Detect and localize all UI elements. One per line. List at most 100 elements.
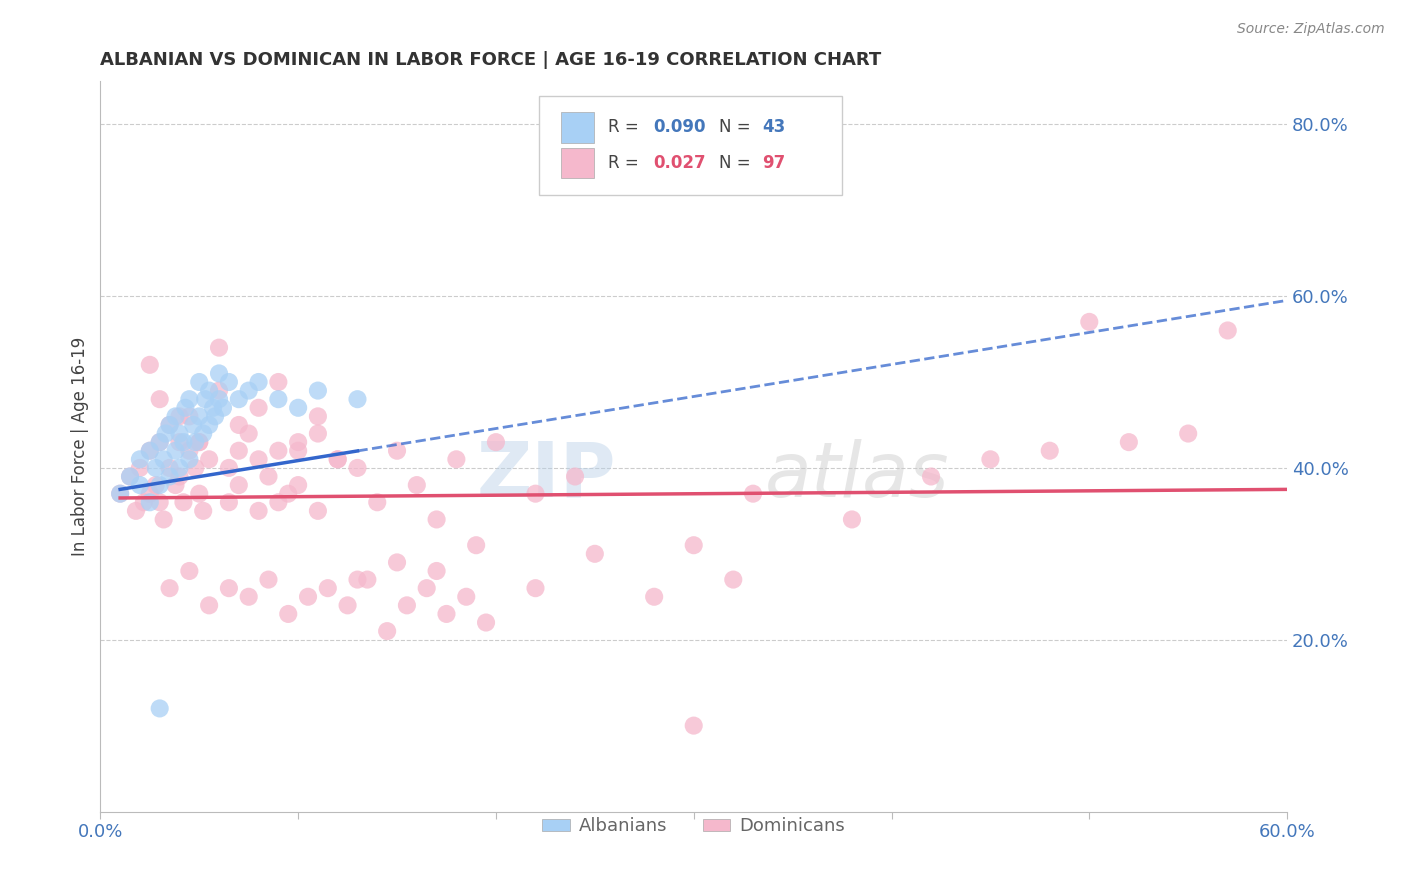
Point bbox=[228, 392, 250, 407]
Point bbox=[446, 452, 468, 467]
Point bbox=[257, 573, 280, 587]
Point bbox=[436, 607, 458, 621]
Point bbox=[139, 486, 162, 500]
Point bbox=[267, 443, 290, 458]
Point bbox=[297, 590, 319, 604]
Point bbox=[212, 401, 235, 415]
Point bbox=[643, 590, 665, 604]
Point bbox=[193, 426, 215, 441]
Point bbox=[346, 392, 368, 407]
Point bbox=[277, 486, 299, 500]
Point bbox=[238, 384, 260, 398]
Text: atlas: atlas bbox=[765, 439, 949, 513]
Point bbox=[129, 478, 152, 492]
Point bbox=[218, 461, 240, 475]
Point bbox=[129, 452, 152, 467]
Point bbox=[188, 435, 211, 450]
Text: R =: R = bbox=[609, 154, 644, 172]
Point bbox=[155, 426, 177, 441]
Text: R =: R = bbox=[609, 119, 644, 136]
Point bbox=[456, 590, 478, 604]
Point bbox=[188, 409, 211, 424]
Text: 97: 97 bbox=[762, 154, 786, 172]
Point bbox=[385, 555, 408, 569]
Point bbox=[426, 564, 449, 578]
Point bbox=[723, 573, 745, 587]
Point bbox=[208, 384, 231, 398]
Point bbox=[682, 538, 704, 552]
Point bbox=[188, 486, 211, 500]
Point bbox=[169, 461, 191, 475]
Point bbox=[583, 547, 606, 561]
Point bbox=[267, 392, 290, 407]
Point bbox=[475, 615, 498, 630]
Point bbox=[247, 504, 270, 518]
Point bbox=[257, 469, 280, 483]
Point bbox=[208, 367, 231, 381]
Point bbox=[742, 486, 765, 500]
Point bbox=[169, 469, 191, 483]
Point bbox=[218, 581, 240, 595]
Point bbox=[159, 461, 181, 475]
Point bbox=[139, 495, 162, 509]
Point bbox=[316, 581, 339, 595]
Point bbox=[920, 469, 942, 483]
Point bbox=[346, 461, 368, 475]
Point bbox=[979, 452, 1001, 467]
Point bbox=[194, 392, 217, 407]
Point bbox=[238, 590, 260, 604]
Point bbox=[326, 452, 349, 467]
Point bbox=[287, 435, 309, 450]
Point bbox=[179, 443, 201, 458]
Point bbox=[188, 435, 211, 450]
Point bbox=[149, 435, 172, 450]
Point bbox=[228, 478, 250, 492]
Point bbox=[346, 573, 368, 587]
Point bbox=[118, 469, 141, 483]
Point bbox=[267, 375, 290, 389]
Point bbox=[307, 409, 329, 424]
Point bbox=[307, 426, 329, 441]
Point bbox=[165, 478, 187, 492]
Point bbox=[152, 512, 174, 526]
Point bbox=[1118, 435, 1140, 450]
Point bbox=[129, 461, 152, 475]
Point bbox=[405, 478, 427, 492]
Point bbox=[277, 607, 299, 621]
Point bbox=[336, 599, 359, 613]
Point bbox=[169, 426, 191, 441]
Point bbox=[1039, 443, 1062, 458]
Point bbox=[179, 392, 201, 407]
Point bbox=[169, 409, 191, 424]
Point bbox=[208, 392, 231, 407]
Point bbox=[375, 624, 398, 639]
Point bbox=[228, 443, 250, 458]
Point bbox=[149, 478, 172, 492]
Text: N =: N = bbox=[718, 154, 755, 172]
Point bbox=[139, 443, 162, 458]
Point bbox=[108, 486, 131, 500]
Point bbox=[841, 512, 863, 526]
FancyBboxPatch shape bbox=[540, 96, 842, 194]
Point bbox=[198, 599, 221, 613]
Point bbox=[145, 478, 167, 492]
Text: 0.027: 0.027 bbox=[654, 154, 706, 172]
Point bbox=[172, 495, 194, 509]
Point bbox=[228, 417, 250, 432]
Bar bbox=[561, 112, 593, 143]
Point bbox=[1078, 315, 1101, 329]
Point bbox=[247, 401, 270, 415]
Point bbox=[1177, 426, 1199, 441]
Point bbox=[247, 452, 270, 467]
Point bbox=[1216, 323, 1239, 337]
Point bbox=[564, 469, 586, 483]
Point bbox=[356, 573, 378, 587]
Point bbox=[139, 358, 162, 372]
Point bbox=[385, 443, 408, 458]
Text: 43: 43 bbox=[762, 119, 786, 136]
Point bbox=[159, 417, 181, 432]
Point bbox=[198, 384, 221, 398]
Point bbox=[145, 461, 167, 475]
Point bbox=[193, 504, 215, 518]
Point bbox=[218, 375, 240, 389]
